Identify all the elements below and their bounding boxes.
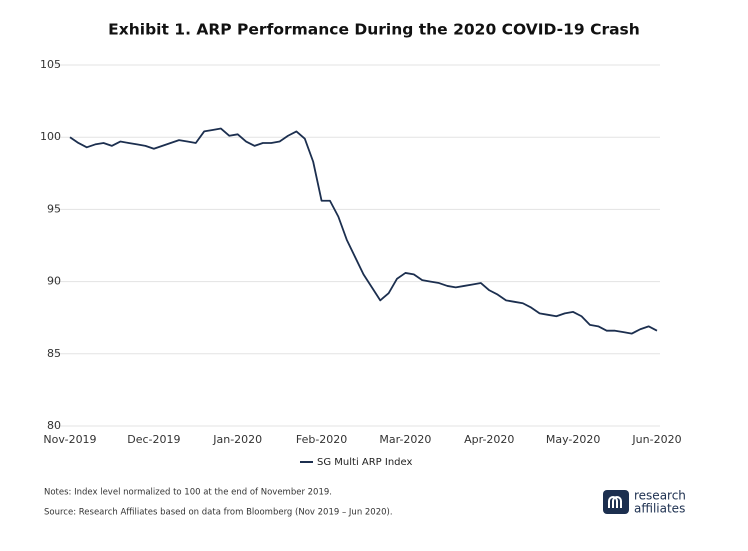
legend-label: SG Multi ARP Index	[317, 457, 413, 468]
notes: Notes: Index level normalized to 100 at …	[44, 488, 332, 498]
brand-line-2: affiliates	[634, 502, 685, 516]
x-tick-label: Jun-2020	[631, 433, 681, 446]
y-tick-label: 85	[47, 347, 61, 360]
line-series	[69, 127, 658, 335]
x-tick-label: Nov-2019	[43, 433, 96, 446]
x-tick-label: Dec-2019	[127, 433, 180, 446]
x-tick-label: Apr-2020	[464, 433, 514, 446]
logo-glyph	[608, 496, 622, 508]
source: Source: Research Affiliates based on dat…	[44, 508, 393, 518]
x-tick-label: May-2020	[546, 433, 601, 446]
x-tick-label: Jan-2020	[212, 433, 262, 446]
y-tick-label: 100	[40, 130, 61, 143]
y-tick-label: 95	[47, 202, 61, 215]
chart-title: Exhibit 1. ARP Performance During the 20…	[108, 21, 640, 39]
logo: research affiliates	[603, 489, 686, 516]
y-tick-label: 80	[47, 419, 61, 432]
brand-line-1: research	[634, 489, 686, 503]
y-tick-label: 105	[40, 58, 61, 71]
y-tick-label: 90	[47, 275, 61, 288]
x-tick-label: Feb-2020	[296, 433, 347, 446]
x-tick-label: Mar-2020	[379, 433, 431, 446]
